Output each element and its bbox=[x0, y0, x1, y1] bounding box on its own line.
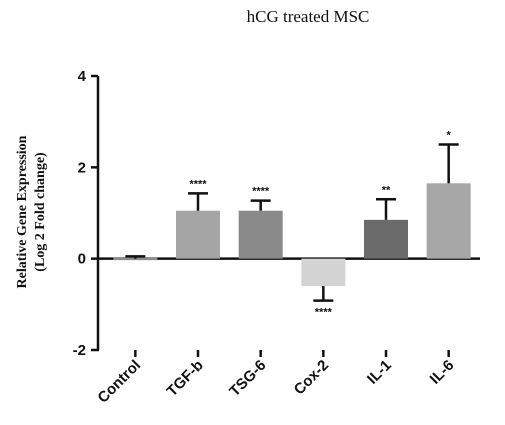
x-tick-label: TGF-b bbox=[164, 357, 207, 400]
significance-label: * bbox=[447, 130, 452, 142]
significance-label: ** bbox=[382, 184, 391, 196]
significance-label: **** bbox=[189, 178, 207, 190]
bar-tgf-b bbox=[176, 210, 220, 259]
significance-label: **** bbox=[315, 307, 333, 319]
bar-tsg-6 bbox=[238, 210, 283, 259]
bar-il-1 bbox=[364, 219, 408, 259]
y-axis-label-line2: (Log 2 Fold change) bbox=[33, 152, 48, 272]
chart-title: hCG treated MSC bbox=[247, 7, 370, 26]
y-tick-label: 4 bbox=[78, 68, 87, 85]
bar-il-6 bbox=[426, 183, 471, 259]
x-tick-label: IL-1 bbox=[364, 357, 395, 388]
y-tick-label: 2 bbox=[78, 159, 86, 176]
y-axis-label-line1: Relative Gene Expression bbox=[15, 135, 30, 288]
bar-cox-2 bbox=[301, 258, 346, 287]
x-tick-label: IL-6 bbox=[427, 357, 458, 388]
significance-label: **** bbox=[252, 186, 270, 198]
x-tick-label: Control bbox=[94, 357, 144, 407]
x-tick-label: TSG-6 bbox=[226, 357, 269, 400]
x-tick-label: Cox-2 bbox=[291, 357, 332, 398]
y-tick-label: -2 bbox=[73, 342, 86, 359]
y-tick-label: 0 bbox=[78, 251, 86, 268]
chart-marks: -2 0 2 4 Control **** TGF-b **** TSG-6 **** Cox-2 *… bbox=[73, 68, 480, 407]
